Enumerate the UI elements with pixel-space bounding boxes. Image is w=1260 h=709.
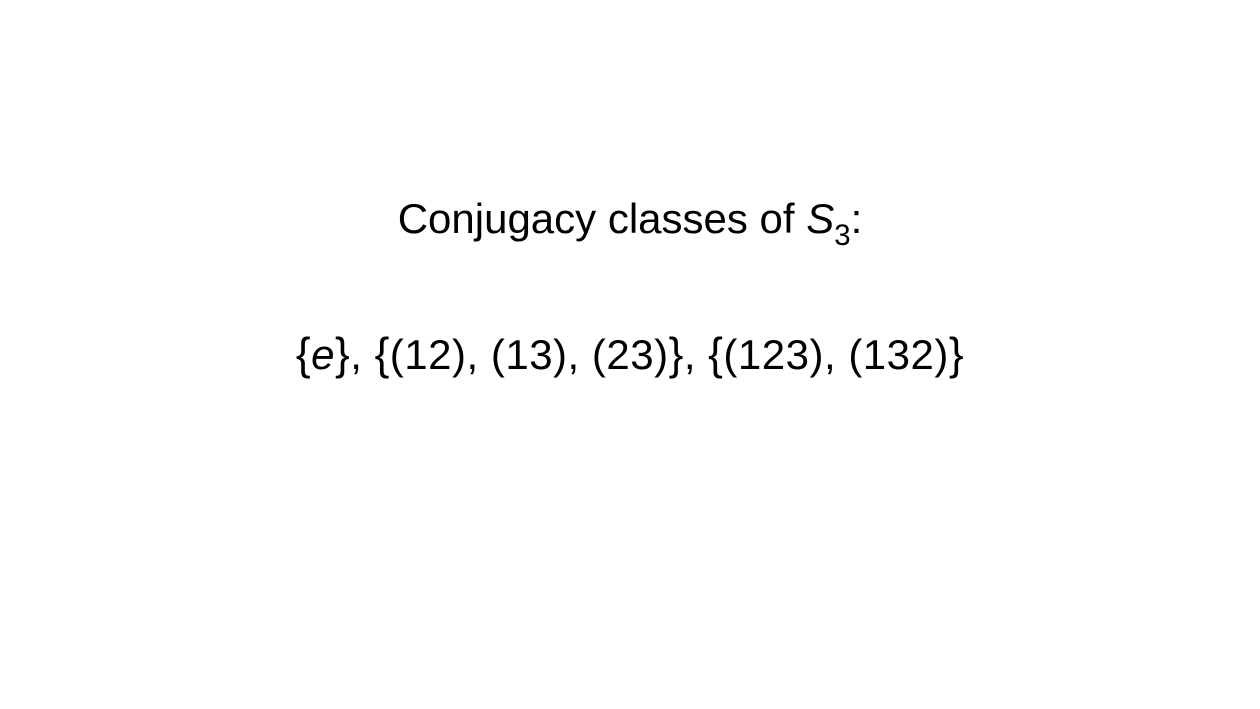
title-prefix: Conjugacy classes of	[398, 195, 807, 242]
title-suffix: :	[851, 195, 863, 242]
comma-5: ,	[824, 331, 848, 378]
cycle-2: (132)	[848, 331, 949, 378]
transposition-1: (12)	[390, 331, 467, 378]
close-brace-2: }	[669, 330, 684, 379]
close-brace-3: }	[949, 330, 964, 379]
transposition-3: (23)	[592, 331, 669, 378]
open-brace-1: {	[296, 330, 311, 379]
identity-element: e	[311, 331, 335, 378]
math-expression: {e}, {(12), (13), (23)}, {(123), (132)}	[296, 330, 964, 380]
transposition-2: (13)	[491, 331, 568, 378]
comma-2: ,	[467, 331, 491, 378]
close-brace-1: }	[335, 330, 350, 379]
title-subscript: 3	[834, 219, 850, 252]
comma-4: ,	[684, 331, 708, 378]
open-brace-2: {	[375, 330, 390, 379]
open-brace-3: {	[708, 330, 723, 379]
title-line: Conjugacy classes of S3:	[398, 195, 863, 250]
cycle-1: (123)	[723, 331, 824, 378]
title-symbol: S	[806, 195, 834, 242]
comma-1: ,	[350, 331, 374, 378]
comma-3: ,	[568, 331, 592, 378]
